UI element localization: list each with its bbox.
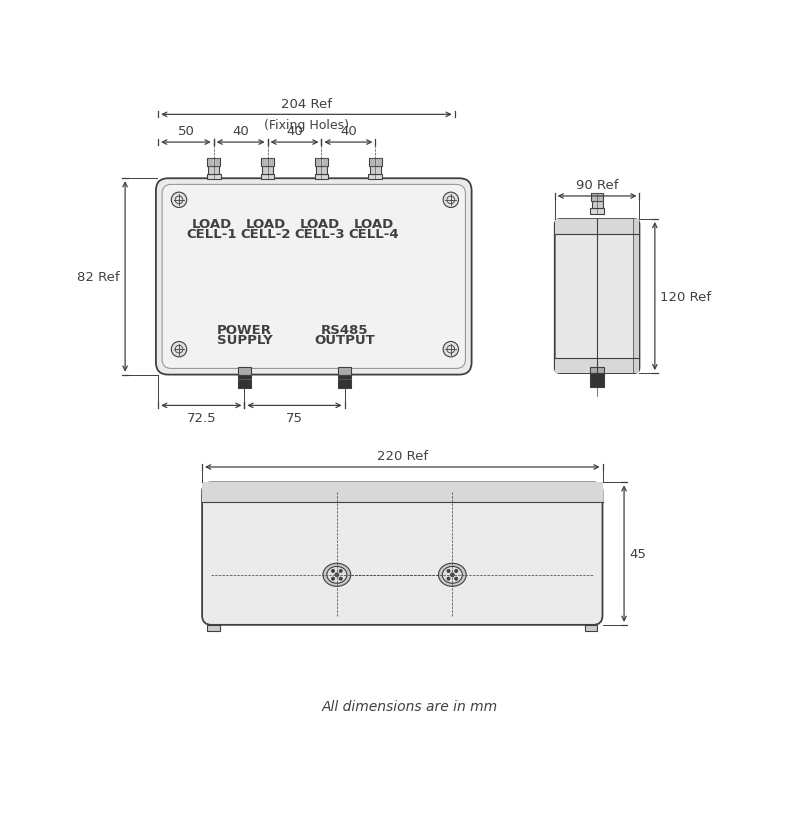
Bar (591, 193, 603, 201)
Bar (338, 368, 351, 375)
FancyBboxPatch shape (162, 185, 466, 369)
Text: (Fixing Holes): (Fixing Holes) (264, 119, 349, 132)
Text: POWER: POWER (217, 324, 272, 337)
Text: 45: 45 (630, 547, 646, 560)
Text: RS485: RS485 (321, 324, 368, 337)
Text: All dimensions are in mm: All dimensions are in mm (322, 699, 498, 713)
Text: LOAD: LOAD (192, 218, 232, 230)
Text: LOAD: LOAD (354, 218, 394, 230)
Bar (238, 368, 251, 375)
Text: CELL-4: CELL-4 (349, 228, 399, 241)
Bar (369, 174, 382, 180)
Text: LOAD: LOAD (300, 218, 340, 230)
Ellipse shape (438, 563, 466, 586)
Circle shape (339, 570, 342, 572)
Bar (208, 167, 219, 174)
Text: OUTPUT: OUTPUT (314, 333, 375, 346)
Text: 40: 40 (340, 124, 357, 138)
Ellipse shape (327, 567, 347, 584)
Bar (206, 174, 221, 180)
Circle shape (171, 342, 186, 357)
Circle shape (447, 570, 450, 572)
Text: 120 Ref: 120 Ref (660, 290, 711, 303)
Circle shape (450, 573, 454, 577)
Bar (590, 368, 604, 373)
Text: 220 Ref: 220 Ref (377, 449, 428, 462)
Bar (207, 159, 220, 167)
Bar (207, 625, 220, 631)
Ellipse shape (442, 567, 462, 584)
Bar (202, 483, 602, 502)
Bar (262, 167, 273, 174)
Bar (261, 174, 274, 180)
Circle shape (335, 573, 338, 577)
Bar (338, 375, 351, 389)
FancyBboxPatch shape (156, 179, 472, 375)
Bar (370, 167, 381, 174)
Bar (554, 219, 639, 235)
Circle shape (443, 342, 458, 357)
Bar (634, 219, 639, 373)
Text: 204 Ref: 204 Ref (281, 98, 332, 111)
Text: 75: 75 (286, 411, 303, 424)
Circle shape (454, 570, 458, 572)
Circle shape (171, 192, 186, 208)
Bar (590, 209, 604, 215)
Bar (554, 358, 639, 373)
Text: 72.5: 72.5 (186, 411, 216, 424)
Circle shape (447, 577, 450, 581)
Bar (585, 625, 597, 631)
Bar (369, 159, 382, 167)
FancyBboxPatch shape (554, 219, 639, 373)
Bar (316, 167, 327, 174)
Circle shape (443, 192, 458, 208)
Bar (592, 201, 602, 209)
Bar (238, 375, 251, 389)
Circle shape (339, 577, 342, 581)
Text: 50: 50 (178, 124, 194, 138)
Circle shape (331, 570, 334, 572)
Text: LOAD: LOAD (246, 218, 286, 230)
Text: CELL-1: CELL-1 (187, 228, 238, 241)
Text: 82 Ref: 82 Ref (77, 270, 120, 283)
Text: CELL-2: CELL-2 (241, 228, 291, 241)
Bar (315, 159, 328, 167)
Circle shape (454, 577, 458, 581)
Text: SUPPLY: SUPPLY (217, 333, 272, 346)
Text: 40: 40 (232, 124, 249, 138)
Text: CELL-3: CELL-3 (294, 228, 346, 241)
Bar (590, 373, 604, 387)
Bar (314, 174, 328, 180)
Circle shape (331, 577, 334, 581)
Ellipse shape (323, 563, 350, 586)
Bar (262, 159, 274, 167)
FancyBboxPatch shape (202, 483, 602, 625)
Text: 90 Ref: 90 Ref (576, 179, 618, 192)
Text: 40: 40 (286, 124, 303, 138)
